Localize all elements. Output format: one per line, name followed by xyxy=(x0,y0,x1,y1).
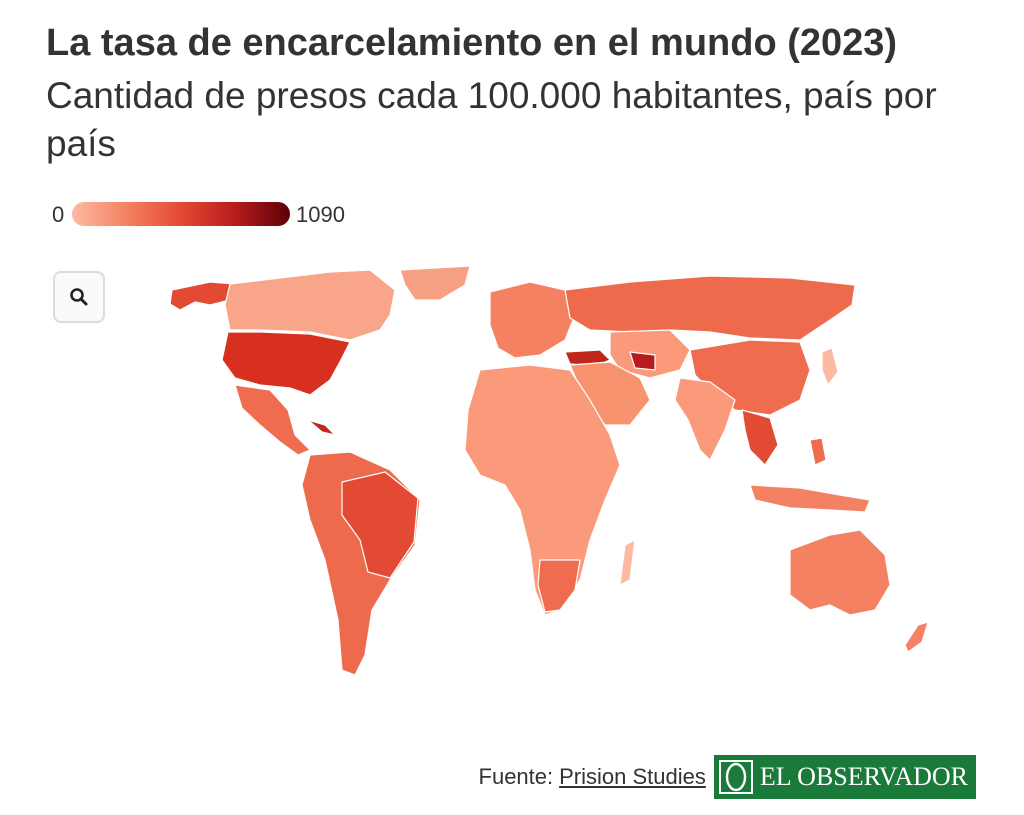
logo-emblem-icon xyxy=(718,760,753,794)
region-indonesia[interactable] xyxy=(749,484,871,513)
region-new-zealand[interactable] xyxy=(904,621,929,653)
chart-subtitle: Cantidad de presos cada 100.000 habitant… xyxy=(46,75,937,164)
legend-min-label: 0 xyxy=(52,202,65,227)
region-brazil[interactable] xyxy=(341,471,419,579)
world-map[interactable] xyxy=(110,260,980,690)
chart-title: La tasa de encarcelamiento en el mundo (… xyxy=(46,22,898,64)
region-mexico[interactable] xyxy=(234,384,311,456)
region-japan[interactable] xyxy=(821,347,839,386)
region-caribbean[interactable] xyxy=(307,419,336,436)
zoom-button[interactable] xyxy=(53,271,105,323)
source-link[interactable]: Prision Studies xyxy=(559,764,706,789)
region-australia[interactable] xyxy=(789,529,891,616)
region-philippines[interactable] xyxy=(809,437,827,466)
region-greenland[interactable] xyxy=(399,265,471,301)
region-india[interactable] xyxy=(674,377,736,461)
region-usa[interactable] xyxy=(221,331,351,396)
source-prefix: Fuente: xyxy=(478,764,554,789)
region-canada[interactable] xyxy=(224,269,396,341)
footer: Fuente: Prision Studies EL OBSERVADOR xyxy=(479,755,976,799)
publisher-logo: EL OBSERVADOR xyxy=(713,755,976,799)
region-southeast-asia[interactable] xyxy=(741,409,779,466)
region-turkmenistan[interactable] xyxy=(629,351,656,371)
region-southern-africa[interactable] xyxy=(537,559,581,613)
region-alaska[interactable] xyxy=(169,281,236,311)
legend-max-label: 1090 xyxy=(296,202,345,227)
legend-gradient-bar xyxy=(72,202,290,226)
region-madagascar[interactable] xyxy=(619,539,636,586)
region-russia[interactable] xyxy=(564,275,856,341)
logo-text: EL OBSERVADOR xyxy=(759,762,968,791)
region-europe[interactable] xyxy=(489,281,576,359)
search-icon xyxy=(70,288,88,306)
